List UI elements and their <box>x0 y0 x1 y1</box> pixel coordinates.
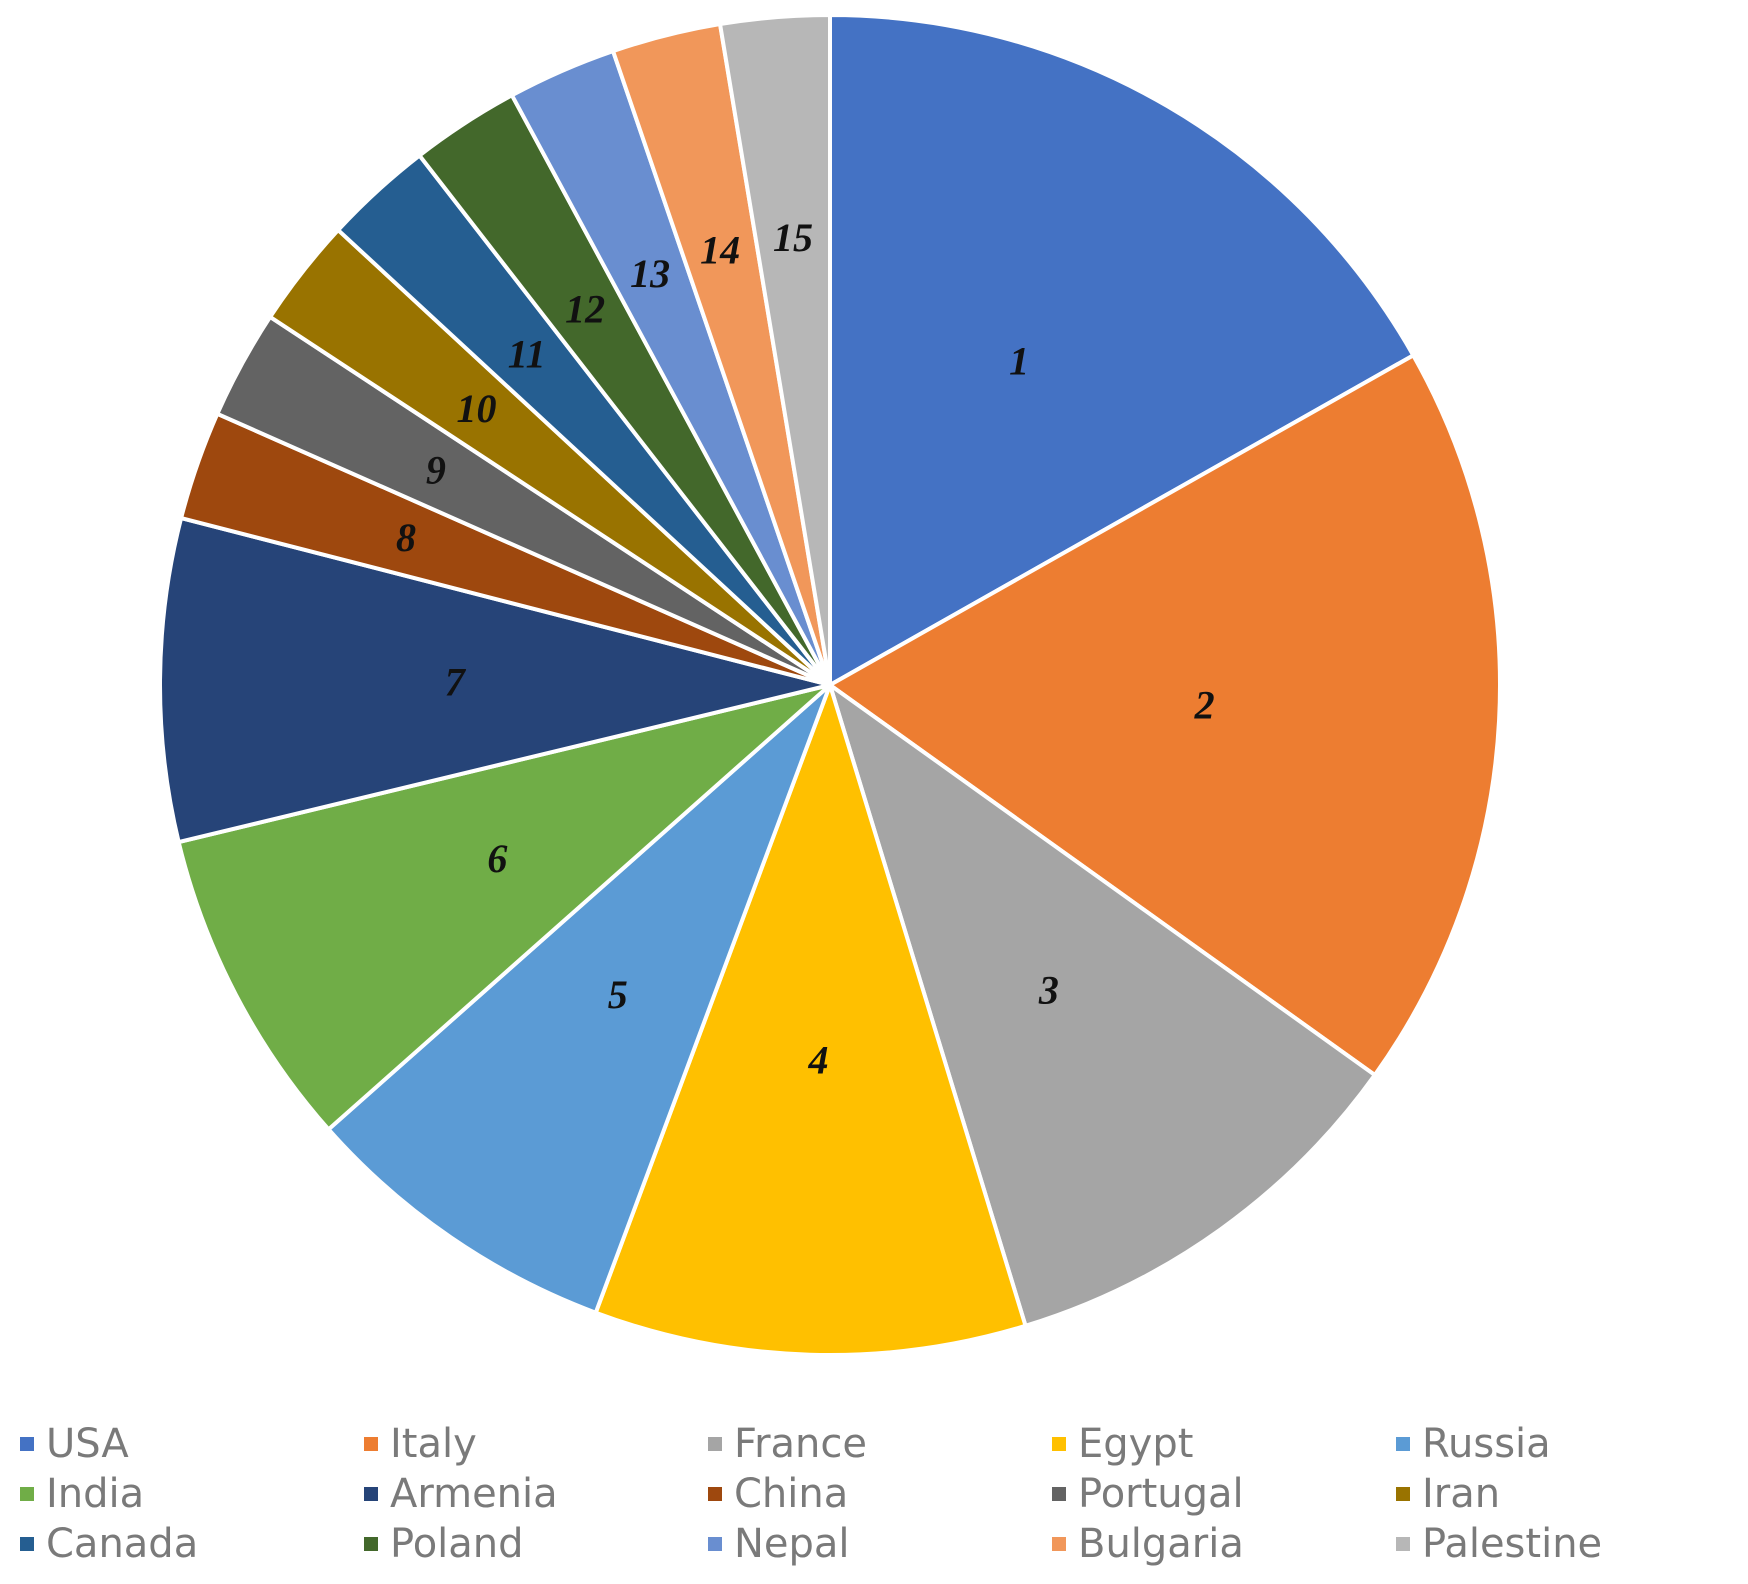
legend-item: Poland <box>364 1520 708 1568</box>
pie-slice-label: 11 <box>508 332 546 377</box>
pie-slice-label: 7 <box>445 660 467 705</box>
legend-swatch <box>20 1487 34 1501</box>
legend-label: Palestine <box>1422 1521 1603 1567</box>
pie-slice-label: 10 <box>456 386 496 431</box>
pie-slice-egypt <box>593 678 1029 1357</box>
legend-label: Canada <box>46 1521 199 1567</box>
pie-slice-label: 6 <box>487 836 507 881</box>
legend-swatch <box>364 1437 378 1451</box>
pie-slice-label: 5 <box>608 972 628 1017</box>
legend-label: India <box>46 1471 145 1517</box>
legend-label: Italy <box>390 1421 477 1467</box>
pie-slice-label: 1 <box>1009 338 1029 383</box>
pie-slice-label: 13 <box>630 251 670 296</box>
pie-slice-india <box>176 683 832 1133</box>
pie-slice-label: 8 <box>396 515 416 560</box>
legend-label: Russia <box>1422 1421 1551 1467</box>
legend-swatch <box>364 1537 378 1551</box>
legend-swatch <box>708 1537 722 1551</box>
pie-slice-label: 4 <box>808 1038 829 1083</box>
pie-slice-label: 15 <box>773 215 813 260</box>
pie-slice-usa <box>828 12 1417 689</box>
pie-slice-label: 14 <box>700 227 740 272</box>
legend-item: Canada <box>20 1520 364 1568</box>
legend-swatch <box>20 1537 34 1551</box>
legend-item: Bulgaria <box>1052 1520 1396 1568</box>
legend-swatch <box>708 1437 722 1451</box>
legend-swatch <box>1052 1437 1066 1451</box>
legend-swatch <box>1052 1487 1066 1501</box>
legend-swatch <box>1396 1437 1410 1451</box>
pie-slice-russia <box>325 683 832 1316</box>
legend-item: USA <box>20 1420 364 1468</box>
legend-label: Iran <box>1422 1471 1501 1517</box>
legend-swatch <box>1396 1537 1410 1551</box>
chart-legend: USA Italy France Egypt Russia India Armenia Chi… <box>20 1420 1740 1568</box>
pie-slice-label: 12 <box>565 286 605 331</box>
pie-slice-palestine <box>717 12 832 686</box>
legend-label: Poland <box>390 1521 524 1567</box>
legend-label: Bulgaria <box>1078 1521 1244 1567</box>
legend-swatch <box>1396 1487 1410 1501</box>
legend-item: China <box>708 1470 1052 1518</box>
legend-swatch <box>708 1487 722 1501</box>
legend-label: China <box>734 1471 849 1517</box>
legend-item: India <box>20 1470 364 1518</box>
legend-label: Armenia <box>390 1471 558 1517</box>
legend-label: Portugal <box>1078 1471 1244 1517</box>
legend-item: Portugal <box>1052 1470 1396 1518</box>
legend-item: France <box>708 1420 1052 1468</box>
legend-item: Palestine <box>1396 1520 1740 1568</box>
pie-slice-italy <box>826 352 1502 1078</box>
legend-label: Nepal <box>734 1521 850 1567</box>
legend-swatch <box>364 1487 378 1501</box>
legend-label: USA <box>46 1421 129 1467</box>
pie-slice-label: 3 <box>1038 967 1059 1012</box>
legend-item: Russia <box>1396 1420 1740 1468</box>
legend-item: Nepal <box>708 1520 1052 1568</box>
legend-swatch <box>20 1437 34 1451</box>
pie-slice-label: 2 <box>1194 683 1215 728</box>
pie-slice-label: 9 <box>426 448 446 493</box>
pie-slice-france <box>826 679 1378 1329</box>
legend-item: Armenia <box>364 1470 708 1518</box>
legend-swatch <box>1052 1537 1066 1551</box>
pie-slice-armenia <box>158 515 831 845</box>
legend-item: Egypt <box>1052 1420 1396 1468</box>
legend-item: Iran <box>1396 1470 1740 1518</box>
pie-slices <box>158 12 1502 1357</box>
legend-label: France <box>734 1421 868 1467</box>
legend-item: Italy <box>364 1420 708 1468</box>
legend-label: Egypt <box>1078 1421 1194 1467</box>
